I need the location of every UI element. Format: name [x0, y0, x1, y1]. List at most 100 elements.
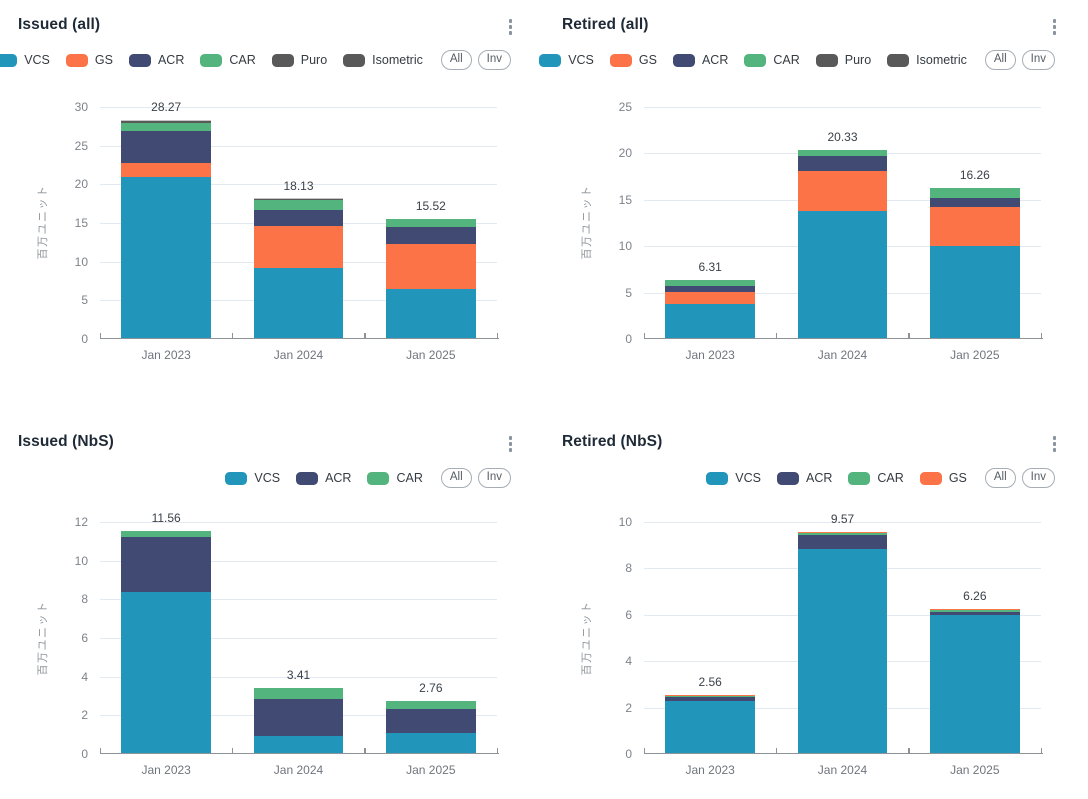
- x-axis-line: [100, 752, 499, 754]
- bar-segment-car[interactable]: [121, 122, 212, 131]
- legend-item-acr[interactable]: ACR: [128, 53, 184, 67]
- gridline: [100, 560, 497, 562]
- x-axis-tick: [775, 333, 778, 339]
- bar-segment-vcs[interactable]: [797, 548, 888, 754]
- gridline: [644, 107, 1041, 108]
- bar-segment-acr[interactable]: [665, 285, 756, 293]
- legend-item-isometric[interactable]: Isometric: [887, 53, 967, 67]
- bar-segment-puro[interactable]: [253, 199, 344, 200]
- more-options-icon[interactable]: [1049, 434, 1061, 456]
- legend-item-car[interactable]: CAR: [200, 53, 256, 67]
- inv-filter-button[interactable]: Inv: [1021, 50, 1055, 70]
- bar-segment-car[interactable]: [253, 199, 344, 210]
- bar-segment-gs[interactable]: [665, 292, 756, 305]
- bar-segment-car[interactable]: [665, 280, 756, 286]
- bar-segment-acr[interactable]: [121, 130, 212, 164]
- bar-segment-gs[interactable]: [385, 243, 476, 290]
- bar-segment-car[interactable]: [797, 150, 888, 157]
- bar-segment-gs[interactable]: [929, 608, 1020, 610]
- inv-filter-button[interactable]: Inv: [477, 50, 511, 70]
- bar-segment-acr[interactable]: [385, 227, 476, 244]
- bar-segment-car[interactable]: [385, 700, 476, 709]
- bar-segment-acr[interactable]: [121, 536, 212, 592]
- bar-segment-vcs[interactable]: [929, 614, 1020, 754]
- bar-segment-car[interactable]: [121, 530, 212, 537]
- bar-category: 11.56: [100, 511, 232, 754]
- legend-swatch: [919, 471, 942, 485]
- bar-segment-car[interactable]: [929, 188, 1020, 198]
- inv-filter-button[interactable]: Inv: [477, 468, 511, 488]
- all-filter-button[interactable]: All: [984, 50, 1016, 70]
- bar-segment-acr[interactable]: [797, 156, 888, 172]
- bar-segment-vcs[interactable]: [385, 733, 476, 754]
- legend-item-vcs[interactable]: VCS: [706, 471, 761, 485]
- bar-category: 6.26: [909, 522, 1041, 754]
- legend-item-acr[interactable]: ACR: [672, 53, 728, 67]
- bar-segment-gs[interactable]: [797, 171, 888, 211]
- bar-segment-gs[interactable]: [253, 226, 344, 268]
- bar-segment-isometric[interactable]: [121, 120, 212, 122]
- legend-item-acr[interactable]: ACR: [777, 471, 832, 485]
- bar-segment-acr[interactable]: [665, 697, 756, 701]
- bar-segment-vcs[interactable]: [121, 592, 212, 754]
- bar-segment-vcs[interactable]: [665, 700, 756, 754]
- legend-item-car[interactable]: CAR: [848, 471, 904, 485]
- bar-category: 16.26: [909, 107, 1041, 339]
- bar-segment-isometric[interactable]: [253, 198, 344, 200]
- bar-segment-acr[interactable]: [797, 535, 888, 549]
- card-header: Retired (all): [562, 16, 1060, 39]
- bar-segment-car[interactable]: [665, 695, 756, 698]
- gridline: [100, 107, 497, 108]
- y-tick-label: 4: [625, 654, 632, 669]
- stacked-bar: [929, 107, 1020, 339]
- bar-segment-car[interactable]: [253, 688, 344, 699]
- all-filter-button[interactable]: All: [984, 468, 1016, 488]
- legend-item-isometric[interactable]: Isometric: [343, 53, 423, 67]
- bar-segment-vcs[interactable]: [121, 176, 212, 339]
- legend-item-puro[interactable]: Puro: [815, 53, 871, 67]
- bar-segment-vcs[interactable]: [929, 245, 1020, 339]
- legend-item-car[interactable]: CAR: [367, 471, 423, 485]
- legend-item-vcs[interactable]: VCS: [539, 53, 594, 67]
- legend-item-gs[interactable]: GS: [65, 53, 113, 67]
- bar-segment-car[interactable]: [929, 609, 1020, 613]
- bar-segment-vcs[interactable]: [253, 267, 344, 339]
- legend-item-vcs[interactable]: VCS: [0, 53, 50, 67]
- bar-segment-vcs[interactable]: [253, 735, 344, 754]
- all-filter-button[interactable]: All: [440, 50, 472, 70]
- bar-segment-acr[interactable]: [929, 197, 1020, 208]
- legend-swatch: [225, 471, 248, 485]
- bar-segment-car[interactable]: [385, 219, 476, 228]
- bar-segment-acr[interactable]: [253, 209, 344, 227]
- legend-item-vcs[interactable]: VCS: [225, 471, 280, 485]
- more-options-icon[interactable]: [1049, 17, 1061, 39]
- bar-segment-gs[interactable]: [121, 163, 212, 177]
- bar-segment-acr[interactable]: [253, 698, 344, 736]
- chart-title: Issued (all): [18, 16, 101, 33]
- bar-segment-gs[interactable]: [797, 532, 888, 533]
- x-tick-label: Jan 2025: [950, 763, 1000, 777]
- bar-total-label: 20.33: [827, 130, 858, 145]
- bar-segment-vcs[interactable]: [385, 289, 476, 339]
- inv-filter-button[interactable]: Inv: [1021, 468, 1055, 488]
- bar-segment-puro[interactable]: [121, 121, 212, 123]
- bar-segment-acr[interactable]: [929, 612, 1020, 615]
- bar-segment-gs[interactable]: [665, 694, 756, 696]
- bar-segment-vcs[interactable]: [665, 304, 756, 339]
- x-axis-tick: [1040, 748, 1042, 754]
- legend-item-gs[interactable]: GS: [919, 471, 967, 485]
- y-tick-label: 15: [74, 216, 88, 230]
- legend-item-puro[interactable]: Puro: [271, 53, 327, 67]
- more-options-icon[interactable]: [505, 434, 517, 456]
- more-options-icon[interactable]: [505, 17, 517, 39]
- legend-item-gs[interactable]: GS: [609, 53, 657, 67]
- y-tick-label: 12: [74, 515, 88, 529]
- legend-swatch: [367, 471, 390, 485]
- bar-segment-gs[interactable]: [929, 207, 1020, 246]
- bar-segment-vcs[interactable]: [797, 210, 888, 339]
- legend-item-acr[interactable]: ACR: [296, 471, 351, 485]
- bar-segment-car[interactable]: [797, 532, 888, 536]
- all-filter-button[interactable]: All: [440, 468, 472, 488]
- legend-item-car[interactable]: CAR: [744, 53, 800, 67]
- bar-segment-acr[interactable]: [385, 708, 476, 734]
